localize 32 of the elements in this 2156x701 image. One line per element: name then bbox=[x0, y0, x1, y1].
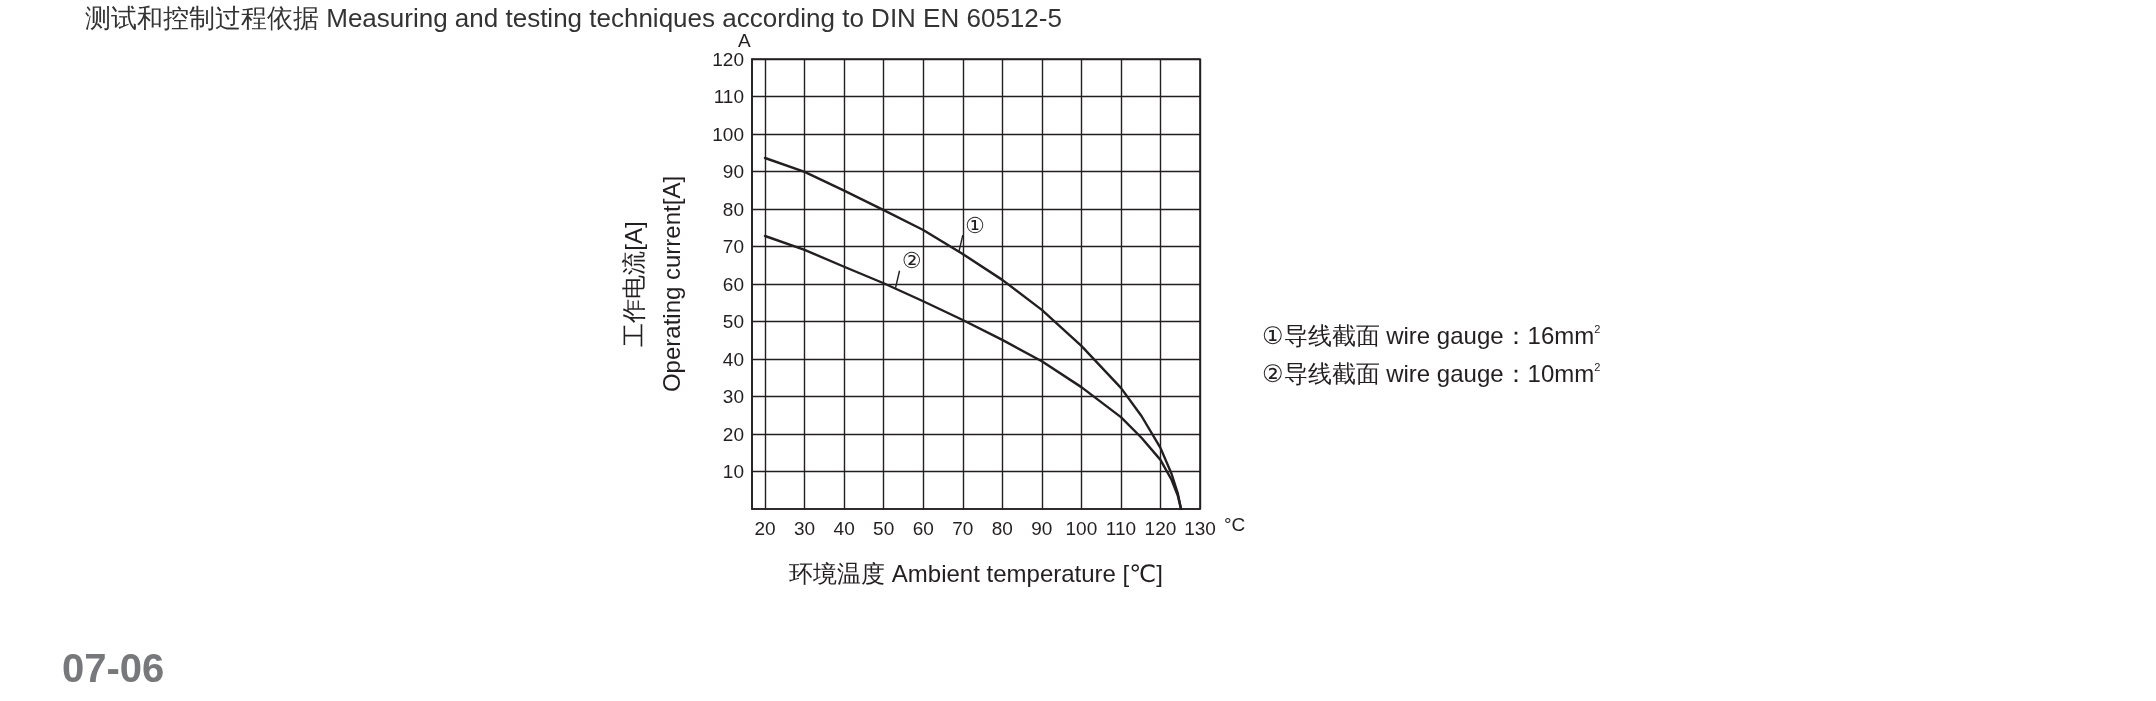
y-tick-label: 120 bbox=[712, 48, 744, 70]
x-tick-label: 120 bbox=[1144, 518, 1177, 539]
annotation: ① bbox=[964, 212, 985, 238]
y-tick-label: 20 bbox=[722, 423, 744, 445]
x-tick-label: 100 bbox=[1065, 518, 1098, 539]
y-tick-label: 90 bbox=[722, 161, 744, 182]
y-axis-title: 工作电流[A] Operating current[A] bbox=[619, 175, 685, 393]
x-axis-title: 环境温度 Ambient temperature [℃] bbox=[789, 559, 1163, 587]
x-tick-label: 130 bbox=[1184, 518, 1216, 539]
y-tick-label: 110 bbox=[713, 86, 744, 107]
x-tick-label: 50 bbox=[873, 518, 895, 539]
x-tick-label: 110 bbox=[1105, 518, 1137, 539]
y-tick-label: 40 bbox=[722, 348, 744, 370]
x-tick-label: 30 bbox=[794, 518, 816, 539]
text: 07-06 bbox=[62, 646, 165, 690]
annotation: ② bbox=[901, 248, 922, 274]
y-tick-label: 60 bbox=[722, 273, 744, 295]
x-tick-label: 60 bbox=[912, 518, 934, 539]
y-tick-label: 10 bbox=[722, 461, 744, 482]
text: °C bbox=[1224, 514, 1246, 535]
text: A bbox=[738, 30, 751, 51]
y-tick-label: 30 bbox=[722, 386, 744, 407]
x-tick-label: 70 bbox=[952, 518, 974, 539]
chart-title: 测试和控制过程依据 Measuring and testing techniques according to DIN EN 60512-5 bbox=[85, 3, 1062, 33]
x-tick-label: 40 bbox=[833, 518, 855, 539]
y-tick-label: 50 bbox=[722, 311, 744, 332]
x-tick-label: 80 bbox=[991, 518, 1013, 539]
x-tick-label: 90 bbox=[1031, 518, 1053, 539]
y-tick-label: 70 bbox=[722, 236, 744, 257]
y-tick-label: 100 bbox=[712, 123, 744, 145]
x-tick-label: 20 bbox=[754, 518, 776, 539]
y-tick-label: 80 bbox=[722, 198, 744, 220]
